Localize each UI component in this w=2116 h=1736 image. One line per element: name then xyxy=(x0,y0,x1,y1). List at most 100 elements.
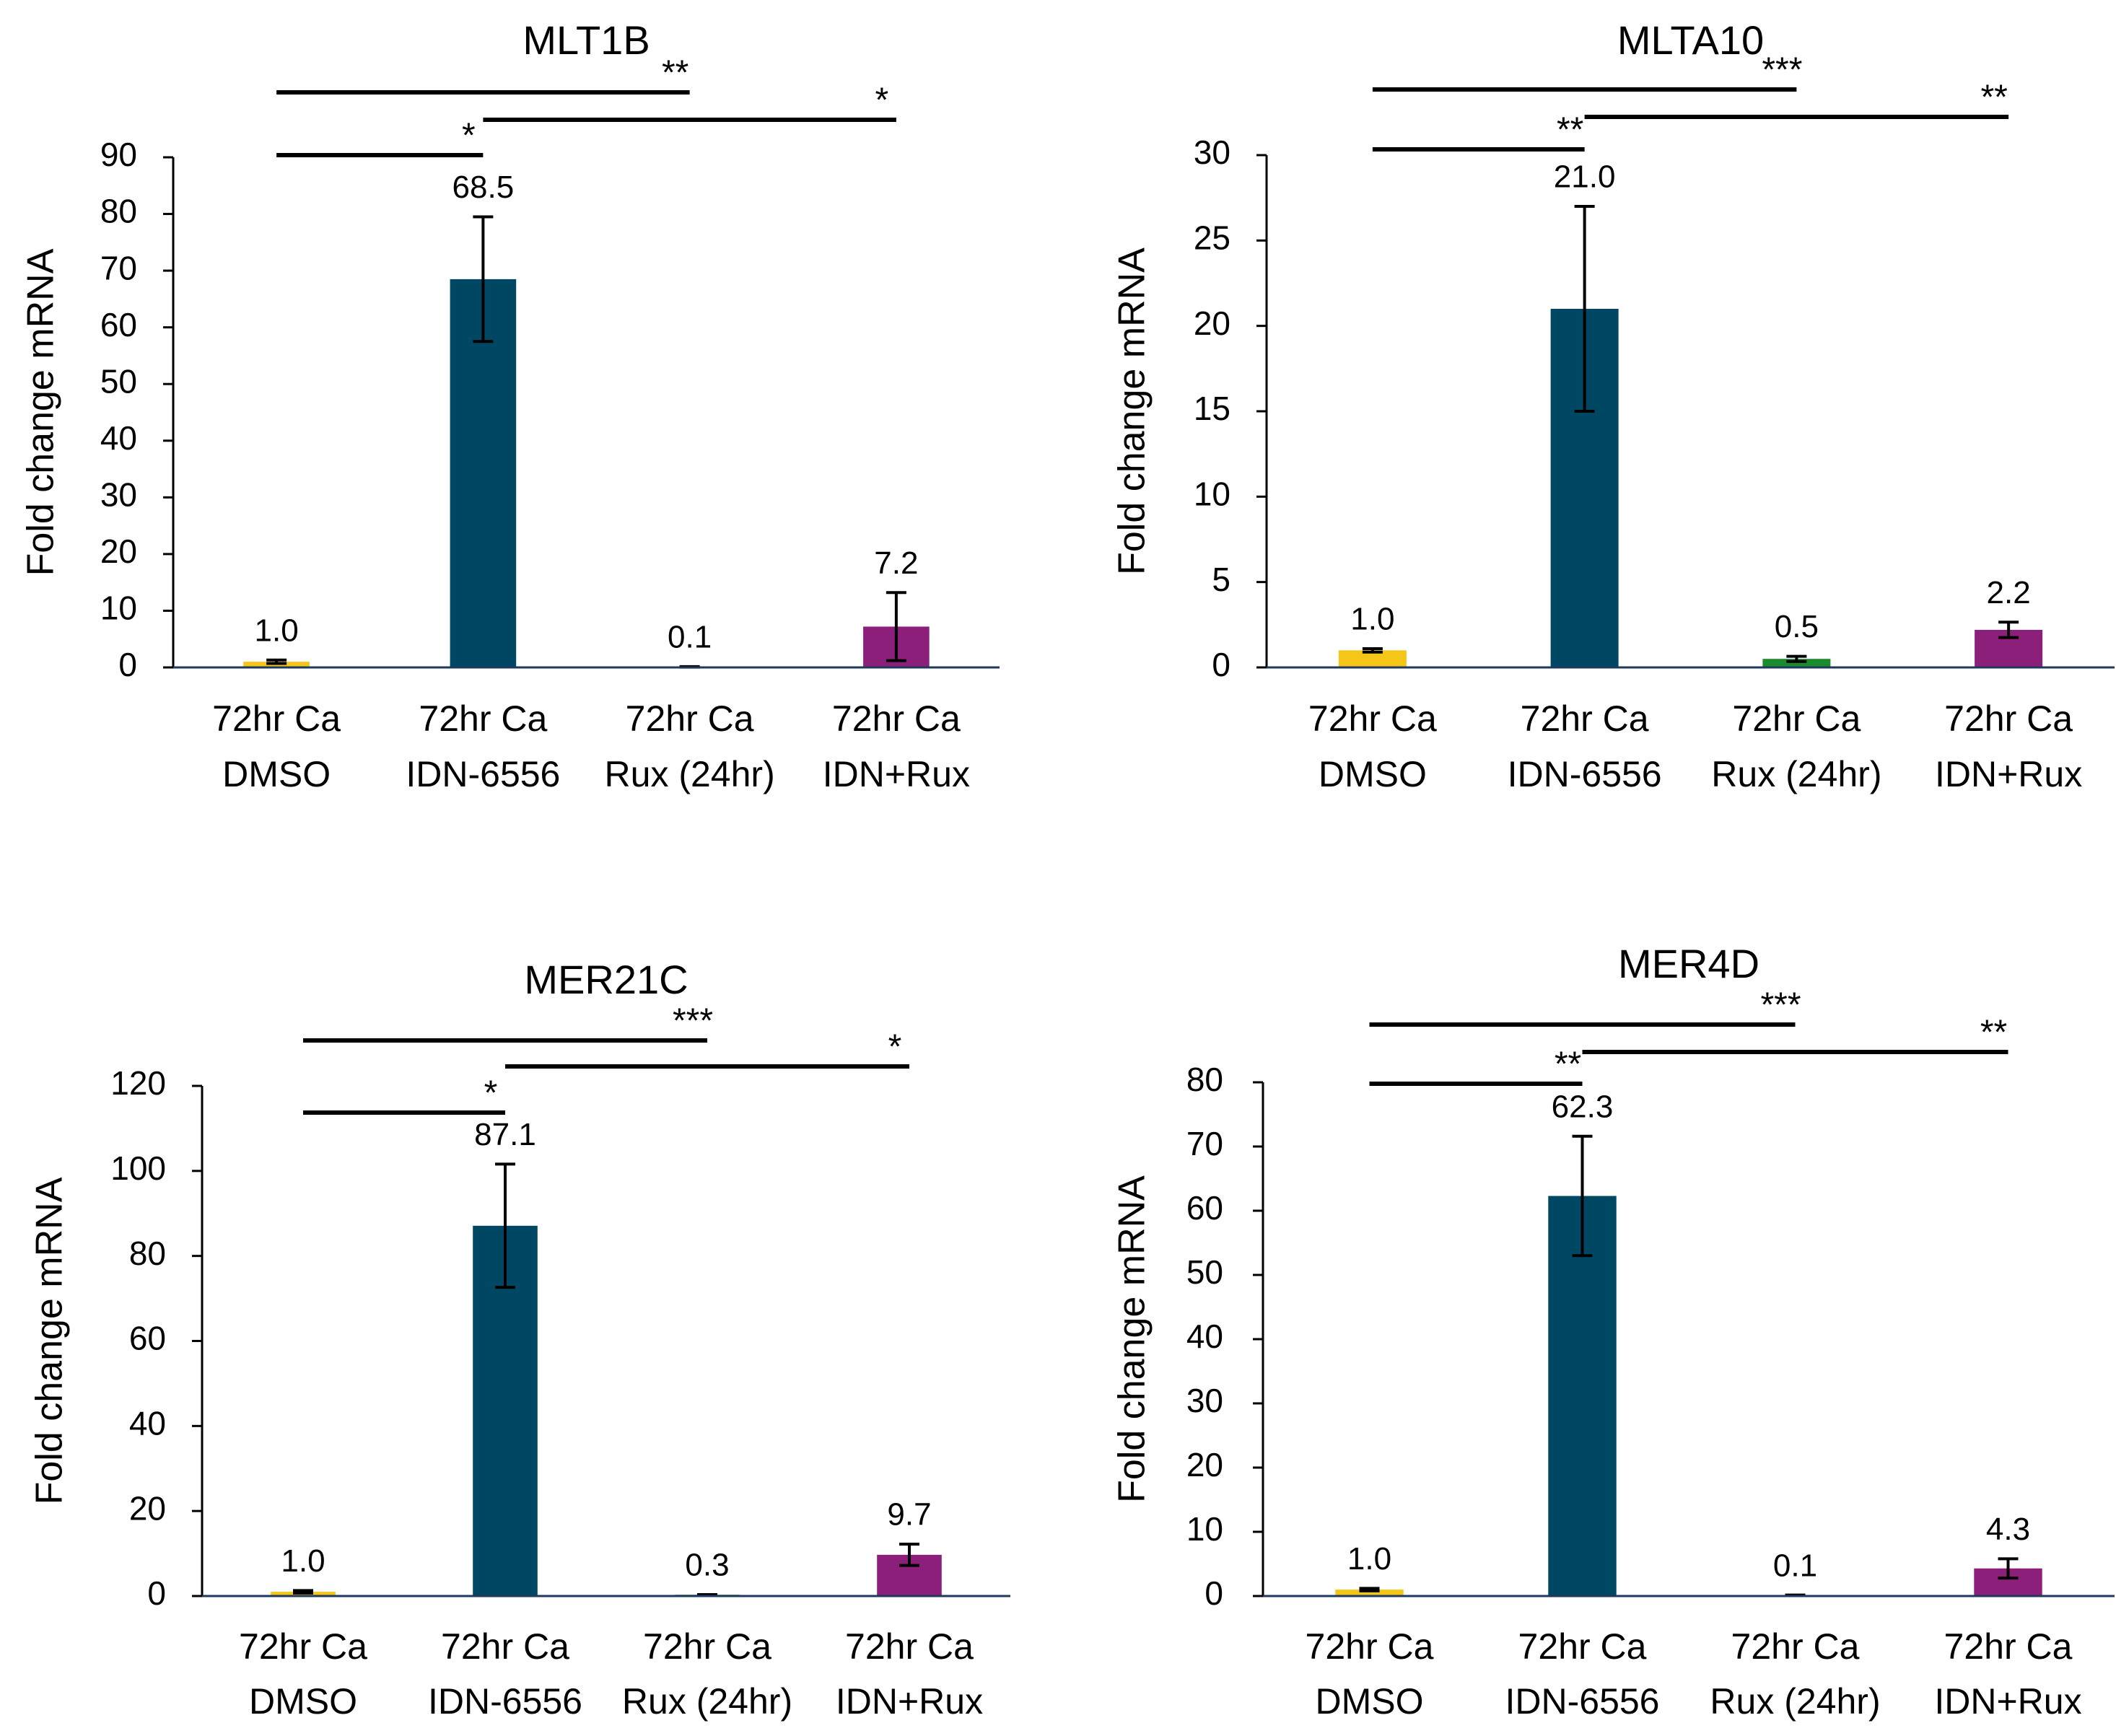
y-tick-label: 60 xyxy=(129,1320,166,1357)
y-tick-label: 120 xyxy=(110,1064,166,1102)
y-tick-label: 10 xyxy=(1194,475,1230,512)
data-label: 0.1 xyxy=(1773,1548,1817,1583)
x-tick-label: 72hr Ca xyxy=(1731,1626,1860,1667)
y-tick-label: 25 xyxy=(1194,219,1230,256)
y-tick-label: 40 xyxy=(100,419,137,457)
x-tick-label: 72hr Ca xyxy=(441,1626,569,1667)
x-tick-label: 72hr Ca xyxy=(1308,698,1437,739)
chart-title: MLT1B xyxy=(523,17,650,63)
significance-label: * xyxy=(888,1028,902,1066)
data-label: 1.0 xyxy=(1350,602,1394,637)
significance-label: ** xyxy=(1555,1045,1581,1084)
y-tick-label: 20 xyxy=(1194,304,1230,342)
y-tick-label: 20 xyxy=(129,1489,166,1527)
y-tick-label: 30 xyxy=(1194,133,1230,171)
chart-title: MER21C xyxy=(524,957,688,1002)
x-tick-label: IDN+Rux xyxy=(1935,754,2082,794)
y-tick-label: 5 xyxy=(1212,561,1230,598)
x-tick-label: 72hr Ca xyxy=(1306,1626,1434,1667)
x-tick-label: IDN+Rux xyxy=(836,1681,983,1722)
y-tick-label: 60 xyxy=(1186,1189,1223,1227)
x-tick-label: IDN-6556 xyxy=(1505,1681,1660,1722)
significance-label: * xyxy=(462,117,476,155)
significance-label: * xyxy=(875,82,889,120)
y-axis-label: Fold change mRNA xyxy=(1111,247,1153,575)
y-tick-label: 40 xyxy=(129,1404,166,1442)
x-tick-label: Rux (24hr) xyxy=(622,1681,792,1722)
y-tick-label: 70 xyxy=(1186,1125,1223,1162)
data-label: 2.2 xyxy=(1987,575,2031,610)
x-tick-label: 72hr Ca xyxy=(626,698,754,739)
significance-label: ** xyxy=(1980,79,2007,117)
x-tick-label: DMSO xyxy=(249,1681,357,1722)
x-tick-label: IDN-6556 xyxy=(406,754,560,794)
chart-title: MLTA10 xyxy=(1617,17,1764,63)
significance-label: ** xyxy=(1980,1014,2007,1052)
y-tick-label: 0 xyxy=(1205,1574,1223,1612)
x-tick-label: 72hr Ca xyxy=(419,698,547,739)
x-tick-label: 72hr Ca xyxy=(643,1626,771,1667)
significance-label: *** xyxy=(673,1002,713,1040)
data-label: 87.1 xyxy=(474,1117,536,1152)
y-tick-label: 40 xyxy=(1186,1318,1223,1355)
y-axis-label: Fold change mRNA xyxy=(29,1177,71,1504)
data-label: 21.0 xyxy=(1554,159,1616,195)
y-tick-label: 20 xyxy=(1186,1446,1223,1483)
data-label: 68.5 xyxy=(453,170,515,205)
x-tick-label: 72hr Ca xyxy=(845,1626,974,1667)
data-label: 7.2 xyxy=(874,545,918,581)
x-tick-label: 72hr Ca xyxy=(1944,698,2073,739)
panel-mlt1b: MLT1B Fold change mRNA 0 10 20 30 40 50 60 70 80 90… xyxy=(20,17,1000,794)
y-tick-label: 15 xyxy=(1194,390,1230,427)
y-tick-label: 50 xyxy=(100,362,137,400)
bar xyxy=(450,279,517,668)
x-tick-label: DMSO xyxy=(222,754,331,794)
x-tick-label: 72hr Ca xyxy=(239,1626,367,1667)
y-tick-label: 10 xyxy=(100,589,137,627)
y-tick-label: 60 xyxy=(100,306,137,343)
x-tick-label: 72hr Ca xyxy=(832,698,961,739)
data-label: 1.0 xyxy=(1347,1541,1391,1577)
x-tick-label: 72hr Ca xyxy=(1732,698,1861,739)
y-tick-label: 80 xyxy=(129,1235,166,1272)
significance-label: * xyxy=(484,1074,498,1113)
y-tick-label: 0 xyxy=(147,1574,166,1612)
significance-label: ** xyxy=(1557,111,1583,149)
y-tick-label: 30 xyxy=(1186,1382,1223,1419)
y-tick-label: 100 xyxy=(110,1149,166,1187)
x-tick-label: Rux (24hr) xyxy=(1711,754,1881,794)
x-tick-label: 72hr Ca xyxy=(1944,1626,2073,1667)
significance-label: *** xyxy=(1762,51,1802,89)
x-tick-label: IDN-6556 xyxy=(428,1681,582,1722)
y-axis-label: Fold change mRNA xyxy=(1111,1175,1153,1503)
y-tick-label: 30 xyxy=(100,475,137,513)
x-tick-label: IDN+Rux xyxy=(823,754,970,794)
y-tick-label: 80 xyxy=(1186,1061,1223,1098)
data-label: 1.0 xyxy=(281,1543,325,1579)
y-tick-label: 80 xyxy=(100,193,137,230)
data-label: 0.5 xyxy=(1775,609,1819,644)
data-label: 0.3 xyxy=(685,1548,729,1583)
panel-mer21c: MER21C Fold change mRNA 0 20 40 60 80 100 120 1.0… xyxy=(29,957,1010,1722)
y-tick-label: 0 xyxy=(118,646,137,683)
y-axis-label: Fold change mRNA xyxy=(20,248,62,576)
data-label: 9.7 xyxy=(887,1497,931,1533)
y-tick-label: 10 xyxy=(1186,1510,1223,1548)
panel-mer4d: MER4D Fold change mRNA 0 10 20 30 40 50 60 70 80 1.… xyxy=(1111,941,2115,1722)
y-tick-label: 0 xyxy=(1212,646,1230,683)
bar xyxy=(1762,659,1831,667)
x-tick-label: DMSO xyxy=(1319,754,1427,794)
x-tick-label: 72hr Ca xyxy=(212,698,341,739)
significance-label: ** xyxy=(662,54,688,92)
data-label: 4.3 xyxy=(1986,1512,2030,1547)
x-tick-label: Rux (24hr) xyxy=(1710,1681,1880,1722)
y-tick-label: 90 xyxy=(100,136,137,173)
significance-label: *** xyxy=(1760,986,1801,1025)
x-tick-label: IDN+Rux xyxy=(1934,1681,2081,1722)
bar xyxy=(1335,1590,1404,1596)
x-tick-label: Rux (24hr) xyxy=(605,754,775,794)
bar xyxy=(1548,1196,1617,1596)
data-label: 62.3 xyxy=(1552,1089,1614,1124)
data-label: 1.0 xyxy=(255,613,299,648)
